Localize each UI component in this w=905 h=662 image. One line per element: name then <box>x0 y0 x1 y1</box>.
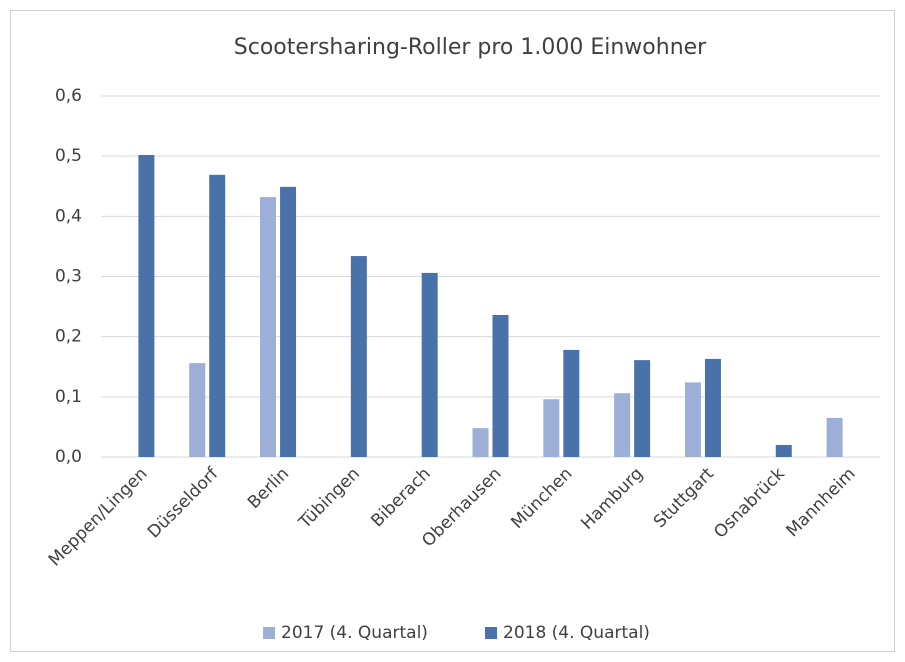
y-tick-label: 0,2 <box>55 327 82 347</box>
bar <box>189 363 206 457</box>
y-tick-label: 0,1 <box>55 387 82 407</box>
bar <box>563 349 580 457</box>
bar <box>614 393 631 457</box>
y-tick-label: 0,6 <box>55 86 82 106</box>
bar <box>826 417 843 457</box>
legend-label: 2017 (4. Quartal) <box>281 623 428 643</box>
bar <box>138 154 155 458</box>
y-tick-label: 0,3 <box>55 267 82 287</box>
legend-label: 2018 (4. Quartal) <box>503 623 650 643</box>
bar <box>775 444 792 457</box>
chart-border <box>10 10 895 652</box>
bar <box>684 382 701 457</box>
chart-title: Scootersharing-Roller pro 1.000 Einwohne… <box>234 35 707 60</box>
bar <box>209 174 226 457</box>
bar <box>260 197 277 457</box>
legend-swatch <box>485 627 497 639</box>
y-tick-label: 0,4 <box>55 206 82 226</box>
bar <box>704 358 721 457</box>
bar <box>543 399 560 457</box>
bar <box>280 186 297 457</box>
bar <box>492 315 509 457</box>
bar <box>472 428 489 457</box>
bar <box>421 272 438 457</box>
legend-swatch <box>263 627 275 639</box>
y-tick-label: 0,5 <box>55 146 82 166</box>
bar <box>634 360 651 457</box>
bar <box>350 256 367 457</box>
y-tick-label: 0,0 <box>55 447 82 467</box>
